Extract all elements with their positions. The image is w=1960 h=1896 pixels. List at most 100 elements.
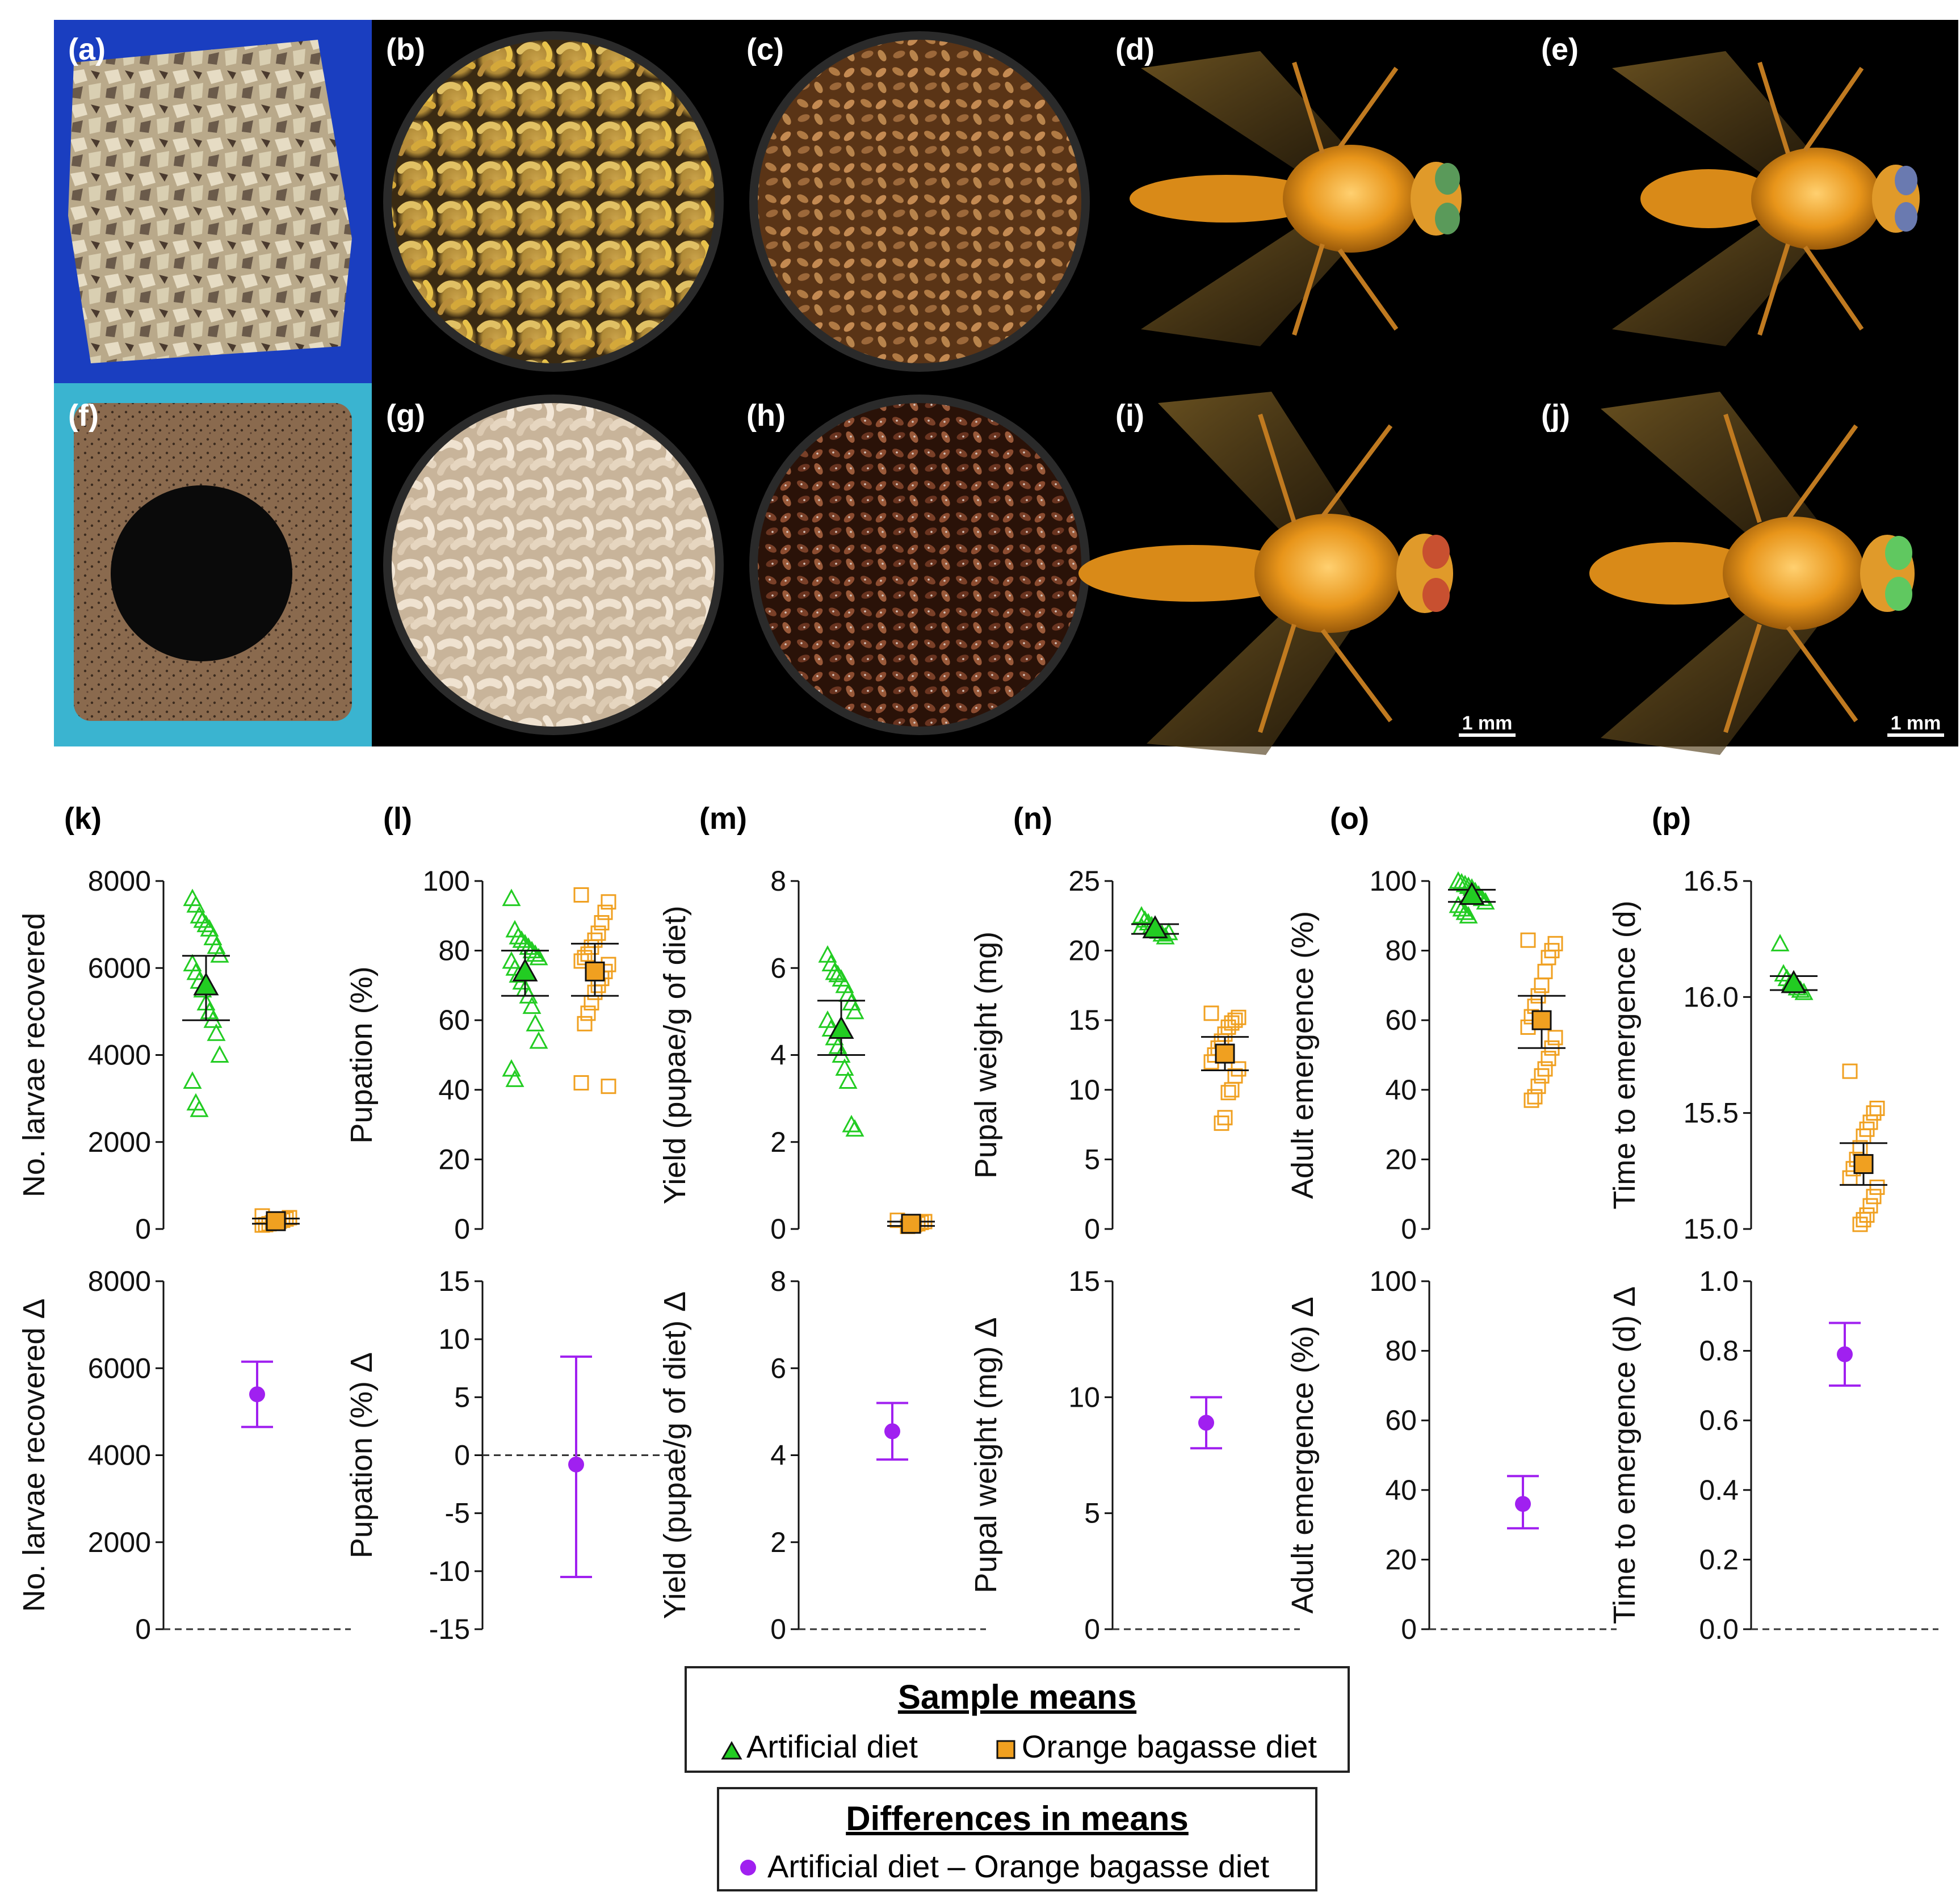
legend-title: Sample means	[898, 1678, 1136, 1716]
artificial-data-point	[845, 1119, 864, 1137]
photo-f	[54, 383, 372, 746]
y-tick-label: 0.0	[1699, 1613, 1739, 1645]
y-axis-label: Pupal weight (mg)	[969, 932, 1003, 1178]
y-tick-label: 15	[438, 1265, 470, 1297]
legend-sample-means: Sample means Artificial diet Orange baga…	[685, 1666, 1350, 1773]
y-tick-label: 4	[770, 1440, 786, 1471]
y-tick-label: 0	[1401, 1613, 1417, 1645]
scale-bar	[1887, 733, 1944, 737]
bagasse-mean-marker	[585, 961, 605, 981]
delta-mean-point	[1515, 1496, 1531, 1512]
bagasse-data-point	[1203, 1005, 1219, 1021]
y-tick-label: -5	[445, 1497, 470, 1529]
bagasse-data-point	[577, 1016, 593, 1031]
artificial-data-point	[502, 1059, 521, 1077]
artificial-marker-icon	[721, 1740, 742, 1760]
bagasse-data-point	[577, 950, 593, 966]
artificial-data-point	[526, 1014, 545, 1031]
y-tick-label: 80	[438, 935, 470, 967]
scale-bar-label: 1 mm	[1462, 712, 1513, 734]
artificial-data-point	[509, 926, 528, 945]
photo-b	[372, 20, 738, 383]
artificial-data-point	[842, 1114, 861, 1132]
y-tick-label: -10	[429, 1555, 470, 1587]
bagasse-data-point	[1852, 1217, 1868, 1232]
artificial-data-point	[845, 1001, 864, 1020]
bagasse-data-point	[1869, 1179, 1885, 1195]
y-tick-label: 6	[770, 1352, 786, 1384]
y-tick-label: 100	[423, 865, 470, 897]
panel-label: (p)	[1652, 802, 1691, 836]
chart-panel: (k) 0 2000 4000 6000 8000 No. larvae recovered	[17, 802, 300, 1245]
photo-g	[372, 383, 738, 746]
y-tick-label: 20	[1068, 935, 1100, 967]
photo-a	[54, 20, 372, 383]
legend-title: Differences in means	[846, 1799, 1189, 1838]
photo-label: (h)	[746, 399, 786, 433]
artificial-data-point	[835, 1058, 854, 1076]
y-tick-label: 100	[1370, 1265, 1417, 1297]
y-tick-label: 6	[770, 952, 786, 984]
artificial-data-point	[183, 1071, 202, 1089]
photo-i	[1078, 383, 1527, 755]
bagasse-data-point	[1520, 932, 1536, 948]
artificial-data-point	[828, 964, 847, 983]
artificial-data-point	[190, 1100, 209, 1117]
artificial-mean-marker	[1459, 882, 1485, 905]
y-tick-label: 15	[1068, 1265, 1100, 1297]
legend-artificial-label: Artificial diet	[746, 1729, 918, 1764]
y-tick-label: 0.4	[1699, 1474, 1739, 1506]
legend-bagasse-label: Orange bagasse diet	[1022, 1729, 1317, 1764]
y-tick-label: 10	[438, 1323, 470, 1355]
artificial-mean-marker	[1781, 970, 1807, 993]
panel-label: (n)	[1013, 802, 1052, 836]
y-tick-label: 20	[438, 1143, 470, 1175]
chart-panel: 0 2 4 6 8 Yield (pupae/g of diet) Δ	[658, 1265, 986, 1645]
artificial-data-point	[519, 937, 538, 955]
y-tick-label: 20	[1385, 1543, 1417, 1575]
bagasse-data-point	[1523, 1092, 1539, 1108]
artificial-data-point	[1132, 906, 1151, 924]
y-tick-label: 15	[1068, 1004, 1100, 1036]
chart-panel: (m) 0 2 4 6 8 Yield (pupae/g of diet)	[658, 802, 935, 1245]
artificial-data-point	[522, 996, 542, 1014]
photo-panels: (a) (b) (c) (d) (e) (f) (g) (h) (i) (j) …	[54, 20, 1958, 755]
y-tick-label: 8	[770, 865, 786, 897]
bagasse-data-point	[573, 1075, 589, 1091]
y-tick-label: 8	[770, 1265, 786, 1297]
y-tick-label: 0	[1084, 1613, 1100, 1645]
legend-box	[685, 1666, 1350, 1773]
bagasse-data-point	[594, 915, 610, 931]
y-tick-label: 0	[770, 1613, 786, 1645]
photo-label: (c)	[746, 32, 784, 66]
artificial-data-point	[1459, 906, 1478, 924]
photo-label: (j)	[1541, 399, 1570, 433]
bagasse-data-point	[1534, 1068, 1550, 1084]
legend-differences: Differences in means Artificial diet – O…	[717, 1787, 1317, 1891]
y-tick-label: 40	[1385, 1074, 1417, 1106]
y-tick-label: 5	[1084, 1143, 1100, 1175]
y-tick-label: 10	[1068, 1381, 1100, 1413]
artificial-data-point	[825, 962, 844, 980]
y-tick-label: 0	[1401, 1213, 1417, 1245]
artificial-data-point	[505, 1069, 524, 1087]
y-tick-label: 0	[135, 1613, 151, 1645]
bagasse-marker-icon	[996, 1740, 1015, 1759]
y-tick-label: 0.8	[1699, 1335, 1739, 1367]
y-tick-label: 6000	[88, 1352, 151, 1384]
delta-mean-point	[568, 1456, 584, 1473]
y-tick-label: 60	[1385, 1004, 1417, 1036]
bagasse-data-point	[580, 1005, 596, 1021]
photo-label: (a)	[68, 32, 106, 66]
y-tick-label: 5	[454, 1381, 470, 1413]
photo-label: (g)	[386, 399, 425, 433]
artificial-data-point	[529, 947, 548, 966]
delta-mean-point	[249, 1386, 265, 1403]
artificial-data-point	[193, 910, 212, 928]
y-tick-label: 0	[454, 1440, 470, 1471]
artificial-data-point	[512, 930, 531, 948]
chart-panel: 0.0 0.2 0.4 0.6 0.8 1.0 Time to emergence (d) …	[1608, 1265, 1938, 1645]
bagasse-data-point	[1862, 1198, 1878, 1214]
